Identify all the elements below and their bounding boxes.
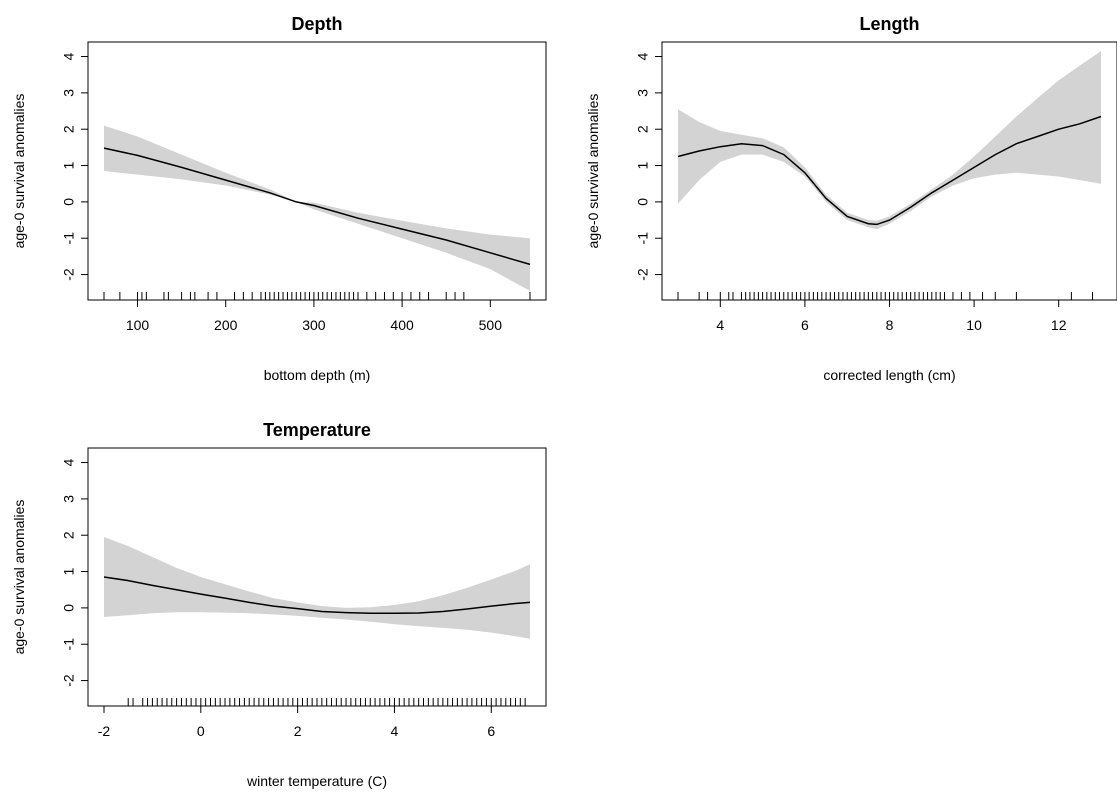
confidence-band	[104, 125, 530, 291]
y-tick-label: -2	[61, 268, 77, 281]
chart-title: Depth	[292, 14, 343, 34]
fitted-line	[103, 576, 531, 615]
x-tick-label: 12	[1051, 317, 1067, 333]
y-tick-label: 0	[61, 198, 77, 206]
panel-temperature: -2 0 2 4 6 -2 -1 0 1 2 3 4 Temperature winter tempera…	[11, 420, 547, 789]
y-tick-label: 1	[61, 567, 77, 575]
y-tick-label: 1	[61, 161, 77, 169]
y-tick-label: 4	[635, 52, 651, 60]
y-tick-label: 0	[61, 604, 77, 612]
y-tick-label: -2	[635, 268, 651, 281]
x-tick-label: 4	[716, 317, 724, 333]
y-axis-label: age-0 survival anomalies	[11, 500, 27, 655]
x-axis-label: bottom depth (m)	[264, 367, 371, 383]
panel-depth: 100 200 300 400 500 -2 -1 0 1 2 3 4 Depth bottom dept…	[11, 14, 547, 383]
fitted-line	[103, 147, 531, 266]
y-tick-label: -1	[61, 232, 77, 245]
y-tick-label: -2	[61, 674, 77, 687]
x-tick-label: 100	[126, 317, 150, 333]
y-tick-label: 2	[61, 125, 77, 133]
x-tick-label: 6	[801, 317, 809, 333]
chart-title: Temperature	[263, 420, 371, 440]
y-tick-label: 1	[635, 161, 651, 169]
y-tick-label: 0	[635, 198, 651, 206]
x-tick-label: 200	[214, 317, 238, 333]
y-tick-label: -1	[635, 232, 651, 245]
chart-title: Length	[860, 14, 920, 34]
y-tick-label: 3	[635, 89, 651, 97]
x-tick-label: 400	[390, 317, 414, 333]
y-axis-label: age-0 survival anomalies	[11, 94, 27, 249]
y-tick-label: 3	[61, 495, 77, 503]
x-axis-label: corrected length (cm)	[823, 367, 955, 383]
x-tick-label: 6	[487, 723, 495, 739]
x-tick-label: 4	[391, 723, 399, 739]
y-axis-label: age-0 survival anomalies	[585, 94, 601, 249]
x-tick-label: 0	[197, 723, 205, 739]
fitted-line	[677, 115, 1102, 226]
y-tick-label: 4	[61, 458, 77, 466]
x-axis-label: winter temperature (C)	[246, 773, 387, 789]
x-tick-label: 2	[294, 723, 302, 739]
y-tick-label: 3	[61, 89, 77, 97]
y-tick-label: -1	[61, 638, 77, 651]
y-tick-label: 2	[61, 531, 77, 539]
x-tick-label: 500	[479, 317, 503, 333]
y-tick-label: 2	[635, 125, 651, 133]
confidence-band	[678, 51, 1101, 230]
x-tick-label: 300	[302, 317, 326, 333]
x-tick-label: 8	[886, 317, 894, 333]
x-tick-label: -2	[98, 723, 111, 739]
x-tick-label: 10	[966, 317, 982, 333]
y-tick-label: 4	[61, 52, 77, 60]
